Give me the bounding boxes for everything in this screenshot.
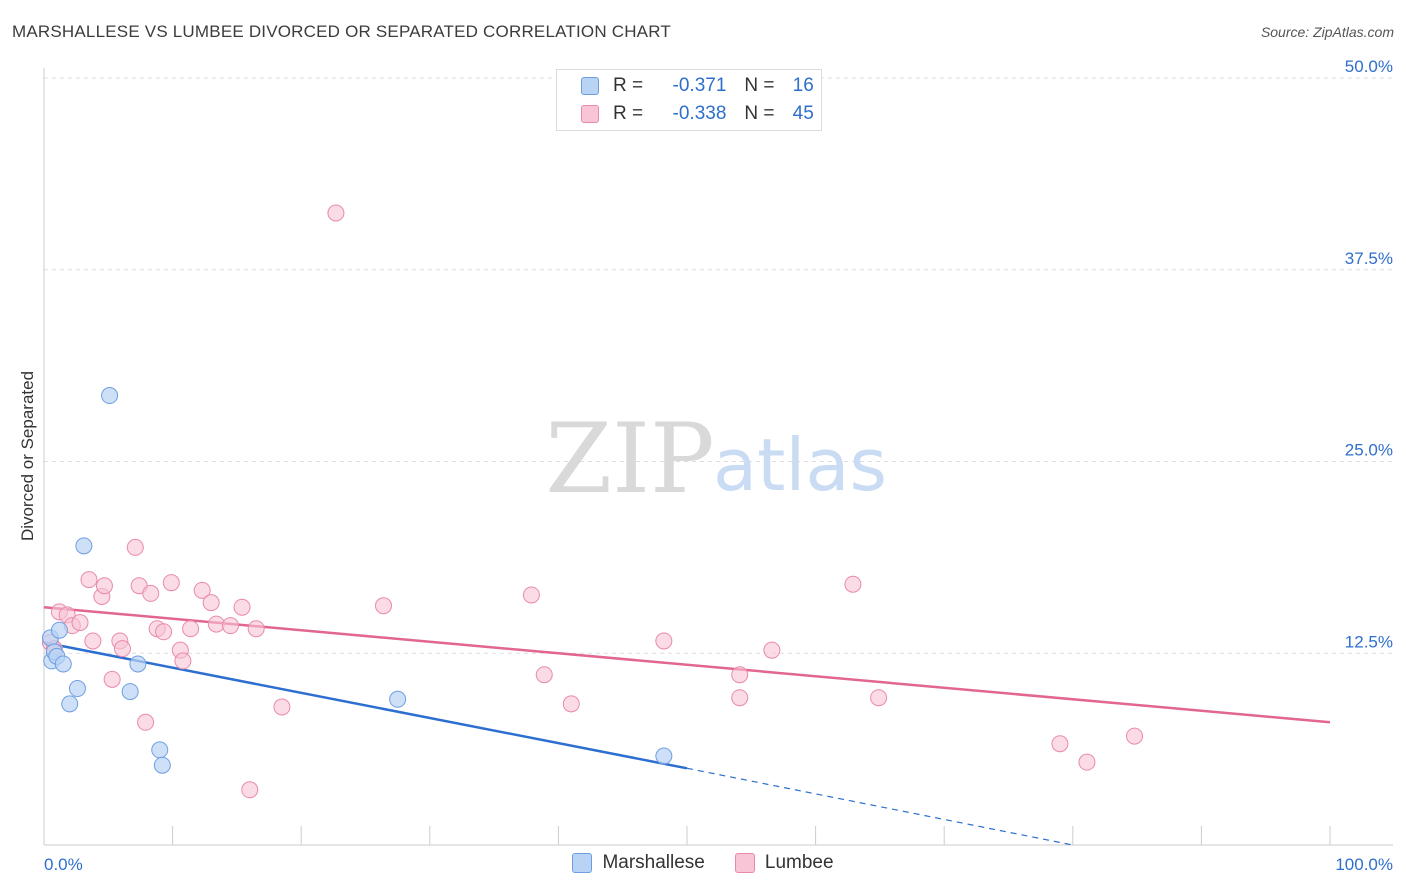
lumbee-point (202, 594, 220, 612)
lumbee-point (247, 620, 265, 638)
n-value: 45 (792, 103, 814, 124)
r-label: R = (613, 103, 644, 124)
lumbee-point (1051, 735, 1069, 753)
x-tick-label: 0.0% (44, 855, 83, 874)
y-tick-label: 12.5% (1345, 632, 1393, 651)
n-value: 16 (792, 75, 814, 96)
legend-item-lumbee[interactable]: Lumbee (734, 852, 834, 874)
grid-layer (44, 77, 1393, 654)
marshallese-trend-extension (686, 767, 1073, 846)
watermark-zip: ZIP (545, 403, 714, 515)
lumbee-point (870, 689, 888, 707)
chart-title: MARSHALLESE VS LUMBEE DIVORCED OR SEPARA… (12, 22, 671, 41)
y-tick-label: 50.0% (1345, 57, 1393, 76)
lumbee-swatch (581, 105, 599, 123)
lumbee-point (137, 713, 155, 731)
marshallese-point (655, 747, 673, 765)
lumbee-point (142, 584, 160, 602)
lumbee-point (535, 666, 553, 684)
lumbee-point (84, 632, 102, 650)
y-axis-label: Divorced or Separated (18, 370, 37, 542)
lumbee-point (522, 586, 540, 604)
lumbee-point (126, 538, 144, 556)
legend-row-marshallese: R = -0.371 N = 16 (581, 74, 814, 98)
lumbee-point (162, 574, 180, 592)
lumbee-legend-swatch (734, 853, 755, 873)
marshallese-point (75, 537, 93, 555)
legend-label: Lumbee (764, 852, 834, 873)
legend-row-lumbee: R = -0.338 N = 45 (581, 102, 814, 126)
legend-label: Marshallese (602, 852, 705, 873)
lumbee-point (207, 615, 225, 633)
marshallese-point (50, 621, 68, 639)
marshallese-point (389, 690, 407, 708)
source-label: Source: ZipAtlas.com (1260, 24, 1394, 40)
r-value: -0.338 (672, 103, 727, 124)
lumbee-point (731, 689, 749, 707)
r-label: R = (613, 75, 644, 96)
lumbee-point (233, 598, 251, 616)
marshallese-legend-swatch (572, 853, 593, 873)
lumbee-point (95, 577, 113, 595)
axis-layer (43, 68, 1393, 846)
y-tick-label: 37.5% (1345, 249, 1393, 268)
marshallese-trend-line (43, 641, 688, 770)
lumbee-point (1078, 753, 1096, 771)
tick-label-layer: 12.5% 25.0% 37.5% 50.0% 0.0% 100.0% (44, 57, 1393, 874)
points-layer (41, 204, 1144, 799)
lumbee-point (155, 623, 173, 641)
lumbee-point (562, 695, 580, 713)
marshallese-swatch (581, 77, 599, 95)
watermark: ZIP atlas (545, 403, 887, 515)
lumbee-point (731, 666, 749, 684)
r-value: -0.371 (672, 75, 727, 96)
lumbee-point (763, 641, 781, 659)
n-label: N = (744, 75, 775, 96)
x-tick-label: 100.0% (1335, 855, 1393, 874)
marshallese-point (121, 683, 139, 701)
lumbee-point (1126, 727, 1144, 745)
lumbee-point (113, 640, 131, 658)
marshallese-point (101, 387, 119, 405)
lumbee-point (375, 597, 393, 615)
n-label: N = (744, 103, 775, 124)
lumbee-point (273, 698, 291, 716)
lumbee-point (71, 614, 89, 632)
marshallese-point (153, 756, 171, 774)
correlation-legend: R = -0.371 N = 16 R = -0.338 N = 45 (556, 69, 822, 131)
lumbee-point (80, 571, 98, 589)
marshallese-point (54, 655, 72, 673)
marshallese-point (61, 695, 79, 713)
marshallese-point (68, 680, 86, 698)
y-tick-label: 25.0% (1345, 441, 1393, 460)
series-legend: Marshallese Lumbee (0, 852, 1406, 874)
marshallese-point (151, 741, 169, 759)
lumbee-point (174, 652, 192, 670)
lumbee-point (327, 204, 345, 222)
lumbee-point (103, 670, 121, 688)
lumbee-point (193, 581, 211, 599)
watermark-atlas: atlas (713, 423, 887, 507)
lumbee-point (221, 617, 239, 635)
lumbee-point (655, 632, 673, 650)
trend-layer (43, 605, 1331, 846)
lumbee-point (844, 575, 862, 593)
marshallese-point (129, 655, 147, 673)
legend-item-marshallese[interactable]: Marshallese (572, 852, 705, 874)
lumbee-point (182, 620, 200, 638)
lumbee-point (241, 781, 259, 799)
